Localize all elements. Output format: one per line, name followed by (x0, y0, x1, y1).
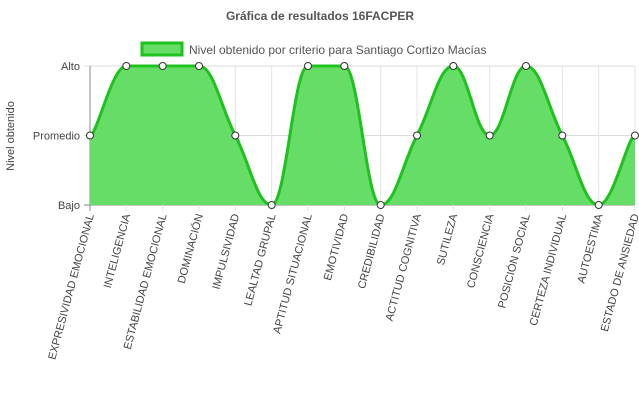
data-point[interactable] (594, 201, 603, 209)
series-line (88, 64, 637, 207)
x-tick-label: AUTOESTIMA (576, 212, 606, 285)
y-tick-label: Bajo (58, 200, 80, 212)
x-tick-label: CREDIBILIDAD (356, 213, 388, 291)
x-tick-label: SUTILEZA (435, 212, 460, 267)
data-point[interactable] (86, 131, 94, 140)
data-point[interactable] (304, 62, 312, 70)
x-tick-label: ACTITUD COGNITIVA (384, 212, 424, 322)
x-tick-label: ESTADO DE ANSIEDAD (599, 213, 639, 333)
x-tick-label: CERTEZA INDIVIDUAL (528, 213, 569, 328)
plot-area (86, 62, 639, 209)
data-point[interactable] (195, 62, 203, 70)
data-point[interactable] (449, 62, 458, 70)
data-point[interactable] (558, 131, 567, 140)
data-point[interactable] (522, 62, 530, 70)
data-point[interactable] (231, 131, 240, 140)
y-tick-label: Alto (61, 61, 80, 73)
data-point[interactable] (413, 131, 421, 140)
data-point[interactable] (485, 131, 494, 140)
x-tick-label: POSICIÓN SOCIAL (495, 212, 533, 309)
x-tick-label: IMPULSIVIDAD (211, 213, 243, 291)
x-tick-label: CONSCIENCIA (465, 212, 497, 290)
data-point[interactable] (631, 131, 639, 140)
x-tick-label: EXPRESIVIDAD EMOCIONAL (46, 213, 97, 361)
x-tick-label: APTITUD SITUACIONAL (271, 213, 315, 335)
x-tick-label: ESTABILIDAD EMOCIONAL (122, 213, 170, 351)
data-point[interactable] (376, 201, 385, 209)
x-tick-label: LEALTAD GRUPAL (242, 213, 278, 308)
x-tick-label: INTELIGENCIA (102, 212, 134, 290)
legend-swatch (140, 41, 184, 57)
legend[interactable]: Nivel obtenido por criterio para Santiag… (140, 41, 486, 57)
data-point[interactable] (122, 62, 131, 70)
x-tick-label: EMOTIVIDAD (322, 213, 351, 282)
data-point[interactable] (267, 201, 276, 209)
x-tick-label: DOMINACIÓN (175, 212, 206, 284)
y-tick-label: Promedio (33, 131, 80, 143)
data-point[interactable] (340, 62, 349, 70)
legend-label: Nivel obtenido por criterio para Santiag… (189, 43, 486, 57)
chart-title: Gráfica de resultados 16FACPER (226, 9, 414, 23)
y-ticks: Bajo Promedio Alto (33, 61, 80, 212)
y-axis-label: Nivel obtenido (5, 101, 17, 171)
x-ticks: EXPRESIVIDAD EMOCIONAL INTELIGENCIAESTABI… (46, 212, 639, 361)
data-point[interactable] (158, 62, 167, 70)
